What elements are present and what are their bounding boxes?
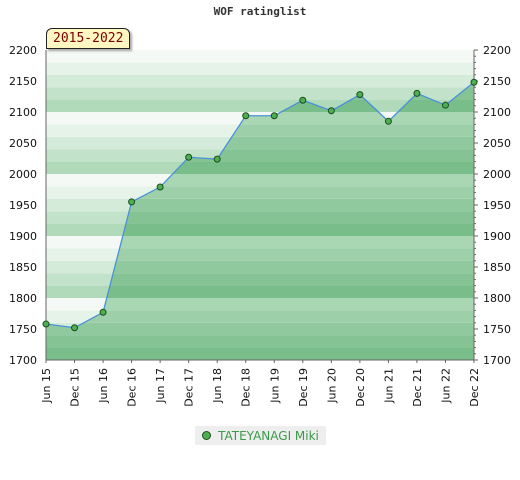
- y-tick-label-left: 2100: [9, 106, 37, 119]
- data-point: [185, 153, 193, 161]
- y-tick-label-left: 1850: [9, 261, 37, 274]
- data-point: [42, 320, 50, 328]
- x-tick-label: Jun 21: [382, 368, 395, 404]
- data-point: [99, 308, 107, 316]
- y-tick-label-right: 1800: [483, 292, 511, 305]
- area-band: [46, 248, 474, 261]
- x-tick-label: Jun 22: [439, 368, 452, 404]
- data-point: [71, 324, 79, 332]
- area-band: [46, 198, 474, 212]
- tick-labels: 1700 1700 1750 1750 1800 1800 1850 1850 1900 1900…: [9, 44, 511, 407]
- data-point: [384, 117, 392, 125]
- series-line: [45, 81, 475, 329]
- x-tick-label: Dec 21: [411, 368, 424, 407]
- y-tick-label-right: 1850: [483, 261, 511, 274]
- data-point: [441, 101, 449, 109]
- y-tick-label-left: 2200: [9, 44, 37, 57]
- y-tick-label-right: 2000: [483, 168, 511, 181]
- x-tick-label: Dec 18: [240, 368, 253, 407]
- x-tick-label: Jun 19: [268, 368, 281, 404]
- data-point: [299, 96, 307, 104]
- y-tick-label-left: 1700: [9, 354, 37, 367]
- data-point: [270, 112, 278, 120]
- x-tick-label: Dec 15: [69, 368, 82, 407]
- data-point: [128, 198, 136, 206]
- area-band: [46, 211, 474, 224]
- y-tick-label-left: 2150: [9, 75, 37, 88]
- legend-marker-icon: [202, 431, 212, 440]
- x-tick-label: Jun 16: [97, 368, 110, 404]
- area-band: [46, 273, 474, 286]
- legend[interactable]: TATEYANAGI Miki: [195, 426, 326, 445]
- x-tick-label: Dec 16: [126, 368, 139, 407]
- y-tick-label-left: 1900: [9, 230, 37, 243]
- grid-band: [46, 62, 474, 75]
- y-tick-label-right: 1700: [483, 354, 511, 367]
- legend-label: TATEYANAGI Miki: [218, 428, 319, 443]
- data-point: [413, 89, 421, 97]
- data-point: [242, 112, 250, 120]
- x-tick-label: Dec 22: [468, 368, 481, 407]
- y-tick-label-left: 2050: [9, 137, 37, 150]
- y-tick-label-left: 1750: [9, 323, 37, 336]
- grid-band: [46, 87, 474, 100]
- y-tick-label-right: 2200: [483, 44, 511, 57]
- grid-band: [46, 50, 474, 63]
- area-band: [46, 347, 474, 360]
- x-tick-label: Jun 17: [154, 368, 167, 404]
- area-band: [46, 298, 474, 311]
- area-band: [46, 285, 474, 298]
- data-point: [356, 91, 364, 99]
- area-band: [46, 310, 474, 323]
- x-tick-label: Dec 19: [297, 368, 310, 407]
- data-point: [470, 78, 478, 86]
- data-point: [327, 107, 335, 115]
- y-tick-label-right: 1900: [483, 230, 511, 243]
- x-tick-label: Dec 17: [183, 368, 196, 407]
- x-tick-label: Jun 20: [325, 368, 338, 404]
- area-band: [46, 236, 474, 249]
- data-point: [213, 155, 221, 163]
- y-tick-label-left: 2000: [9, 168, 37, 181]
- grid-band: [46, 74, 474, 88]
- area-band: [46, 260, 474, 274]
- y-tick-label-left: 1800: [9, 292, 37, 305]
- y-tick-label-right: 2050: [483, 137, 511, 150]
- area-band: [46, 335, 474, 348]
- chart-title: WOF ratinglist: [213, 5, 307, 18]
- axes: [45, 49, 478, 363]
- y-tick-label-right: 2150: [483, 75, 511, 88]
- y-tick-label-right: 1750: [483, 323, 511, 336]
- points-layer: [42, 78, 478, 332]
- period-badge: 2015-2022: [46, 28, 131, 49]
- area-band: [46, 322, 474, 336]
- x-tick-label: Dec 20: [354, 368, 367, 407]
- y-tick-label-left: 1950: [9, 199, 37, 212]
- y-tick-label-right: 2100: [483, 106, 511, 119]
- data-point: [156, 183, 164, 191]
- y-tick-label-right: 1950: [483, 199, 511, 212]
- x-tick-label: Jun 18: [211, 368, 224, 404]
- x-tick-label: Jun 15: [40, 368, 53, 404]
- area-band: [46, 223, 474, 236]
